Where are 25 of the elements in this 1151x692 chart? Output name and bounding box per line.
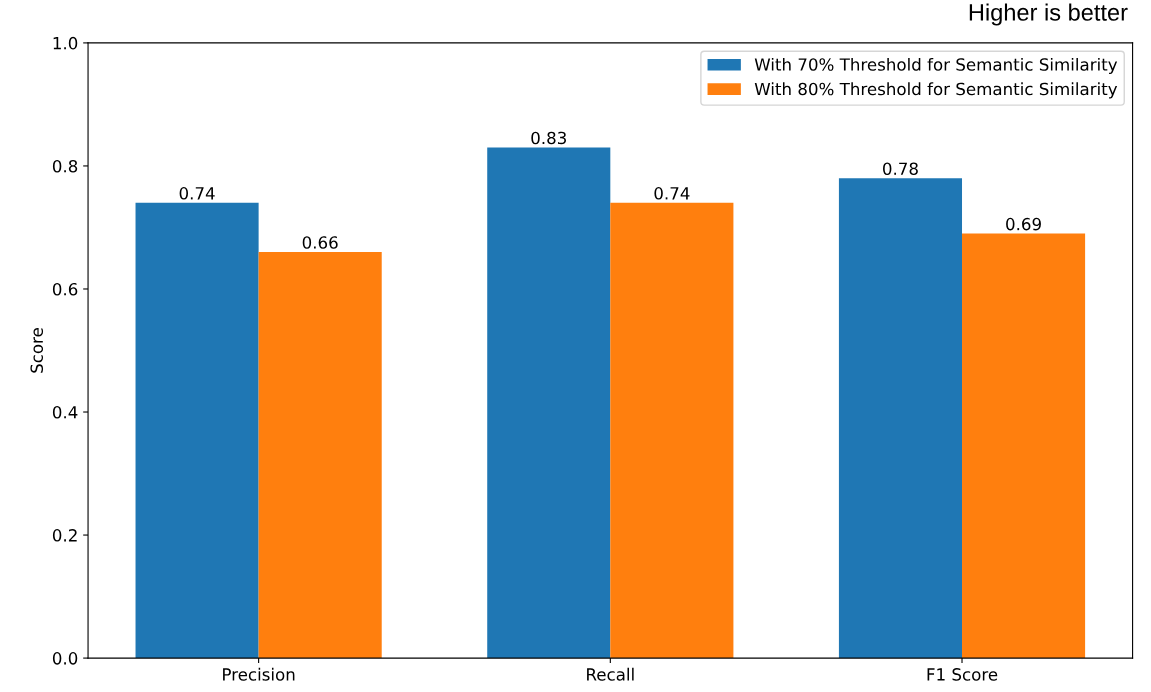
x-tick-label: F1 Score (927, 668, 998, 681)
x-tick-label: Precision (223, 667, 295, 681)
legend-label: With 70% Threshold for Semantic Similarity (754, 57, 1118, 75)
bar (962, 233, 1086, 659)
y-tick-label: 0.6 (52, 282, 78, 296)
x-tick-label: Recall (587, 667, 634, 681)
y-tick-label: 1.0 (53, 36, 78, 50)
y-tick-label: 0.8 (52, 159, 78, 173)
data-label: 0.69 (1006, 217, 1041, 231)
y-tick-label: 0.0 (52, 652, 78, 665)
y-tick-label: 0.4 (52, 405, 78, 419)
data-label: 0.74 (654, 187, 690, 200)
bar (135, 202, 259, 659)
data-label: 0.83 (531, 131, 566, 145)
data-label: 0.74 (179, 187, 215, 200)
bar (610, 202, 734, 659)
data-label: 0.66 (302, 236, 338, 249)
legend-label: With 80% Threshold for Semantic Similarity (754, 82, 1118, 99)
y-tick-label: 0.2 (52, 529, 77, 542)
data-label: 0.78 (883, 162, 918, 176)
bar (838, 178, 963, 659)
y-axis-title: Score (30, 328, 44, 373)
bar (258, 252, 382, 659)
text: Higher is better (969, 3, 1128, 26)
bar (487, 147, 611, 659)
